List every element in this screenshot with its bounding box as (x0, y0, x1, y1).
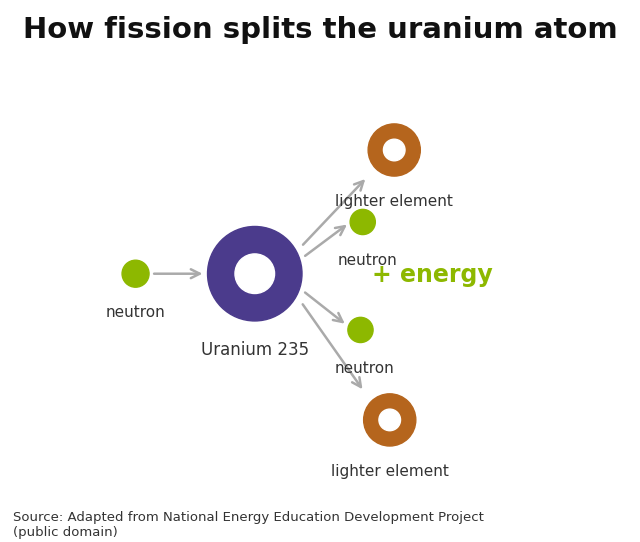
Text: neutron: neutron (106, 305, 165, 320)
Circle shape (383, 139, 405, 161)
Text: Source: Adapted from National Energy Education Development Project
(public domai: Source: Adapted from National Energy Edu… (13, 511, 484, 539)
Text: + energy: + energy (372, 263, 493, 287)
Text: How fission splits the uranium atom: How fission splits the uranium atom (22, 16, 618, 44)
Text: Uranium 235: Uranium 235 (201, 341, 309, 359)
Circle shape (364, 394, 416, 446)
Circle shape (350, 209, 375, 235)
Circle shape (235, 254, 275, 294)
Text: lighter element: lighter element (331, 464, 449, 479)
Circle shape (379, 409, 401, 431)
Circle shape (122, 260, 149, 287)
Circle shape (368, 124, 420, 176)
Circle shape (207, 227, 302, 321)
Text: neutron: neutron (335, 360, 395, 376)
Circle shape (348, 318, 373, 343)
Text: lighter element: lighter element (335, 194, 453, 209)
Text: neutron: neutron (337, 253, 397, 268)
